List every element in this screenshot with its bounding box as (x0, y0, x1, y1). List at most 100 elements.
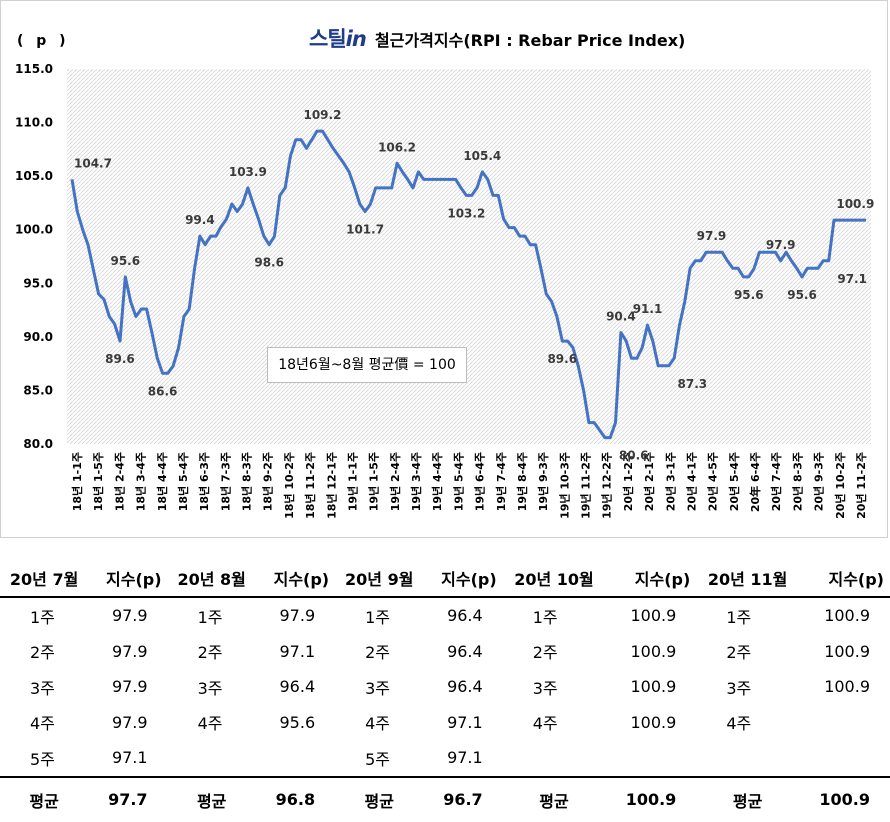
x-tick-label: 18년 12-1주 (324, 452, 338, 519)
index-cell: 100.9 (824, 677, 870, 697)
x-tick-label: 18년 6-3주 (197, 452, 211, 511)
index-cell: 100.9 (630, 712, 677, 732)
index-header: 지수(p) (423, 560, 503, 598)
data-label: 87.3 (678, 377, 708, 391)
week-cell (503, 740, 606, 777)
week-cell: 4주 (726, 714, 752, 734)
data-label: 103.2 (447, 206, 485, 220)
y-axis-unit: ( p ) (17, 33, 70, 49)
week-cell: 4주 (532, 714, 558, 734)
data-label: 97.9 (766, 238, 796, 252)
week-cell: 1주 (726, 607, 752, 627)
y-tick-label: 90.0 (23, 330, 53, 344)
week-cell: 5주 (365, 749, 391, 769)
chart-annotation: 18년6월~8월 평균價 = 100 (267, 347, 467, 383)
week-cell: 4주 (197, 714, 223, 734)
x-tick-label: 20년 5-4주 (727, 452, 741, 511)
data-label: 106.2 (378, 140, 416, 154)
month-header: 20년 10월 (502, 560, 606, 598)
index-cell: 96.4 (447, 641, 483, 661)
table-row: 5주 97.1 5주 97.1 (0, 740, 890, 777)
week-cell: 3주 (30, 678, 55, 698)
x-tick-label: 18년 4-4주 (155, 452, 169, 511)
average-value: 97.7 (88, 775, 168, 822)
week-cell (696, 740, 799, 777)
index-cell: 100.9 (630, 677, 677, 697)
y-tick-label: 110.0 (15, 116, 53, 130)
average-value: 96.7 (423, 775, 503, 822)
month-header: 20년 9월 (335, 560, 424, 598)
index-cell (799, 705, 890, 741)
index-cell: 100.9 (630, 606, 677, 626)
index-header: 지수(p) (88, 560, 168, 598)
week-cell: 3주 (365, 678, 391, 698)
data-label: 100.9 (836, 197, 874, 211)
data-label: 89.6 (105, 352, 135, 366)
x-tick-label: 20년 1-2주 (621, 452, 635, 511)
chart-plot: 80.0 85.0 90.0 95.0 100.0 105.0 110.0 115.0 18년… (15, 62, 874, 519)
x-tick-label: 20년 8-3주 (790, 452, 804, 511)
x-tick-label: 20년 10-2주 (833, 452, 847, 519)
index-cell: 97.9 (111, 677, 148, 697)
week-cell: 2주 (365, 643, 391, 663)
week-cell: 2주 (197, 643, 223, 663)
index-cell: 97.9 (279, 606, 316, 626)
data-label: 109.2 (303, 108, 341, 122)
index-cell: 96.4 (447, 677, 483, 697)
x-tick-label: 19년 12-2주 (600, 452, 614, 519)
average-label: 평균 (335, 775, 424, 822)
x-tick-label: 18년 3-4주 (134, 452, 148, 511)
index-cell: 97.9 (111, 641, 148, 661)
x-tick-label: 19년 8-4주 (515, 452, 529, 511)
index-cell: 96.4 (447, 606, 483, 626)
x-tick-label: 20년 4-1주 (684, 452, 698, 511)
week-cell: 3주 (532, 678, 558, 698)
index-cell (799, 740, 890, 777)
x-tick-label: 18년 5-4주 (176, 452, 190, 511)
month-header: 20년 7월 (0, 560, 89, 598)
week-cell: 4주 (30, 714, 55, 734)
month-header: 20년 8월 (167, 560, 256, 598)
average-label: 평균 (0, 775, 89, 822)
week-cell: 1주 (30, 607, 55, 627)
week-cell: 1주 (532, 607, 558, 627)
index-cell (605, 740, 696, 777)
weekly-index-table: 20년 7월 지수(p) 20년 8월 지수(p) 20년 9월 지수(p) 20년 10월… (0, 560, 890, 822)
x-tick-label: 19년 5-4주 (451, 452, 465, 511)
chart-title: 철근가격지수(RPI : Rebar Price Index) (375, 31, 686, 50)
data-label: 91.1 (633, 302, 663, 316)
x-tick-label: 20년 3-1주 (663, 452, 677, 511)
data-label: 101.7 (346, 223, 384, 237)
x-tick-label: 18년 2-4주 (112, 452, 126, 511)
data-label: 105.4 (463, 149, 501, 163)
y-tick-label: 105.0 (15, 169, 53, 183)
index-cell: 97.1 (447, 712, 483, 732)
data-label: 89.6 (547, 352, 577, 366)
x-tick-label: 20년 4-5주 (706, 452, 720, 511)
x-tick-label: 20년 11-2주 (854, 452, 868, 519)
average-value: 100.9 (798, 775, 890, 822)
plot-area (67, 69, 871, 444)
y-tick-label: 100.0 (15, 223, 53, 237)
table-row: 4주 97.9 4주 95.6 4주 97.1 4주 100.9 4주 (0, 705, 890, 741)
average-label: 평균 (167, 775, 256, 822)
x-tick-label: 19년 11-2주 (579, 452, 593, 519)
week-cell: 2주 (30, 643, 55, 663)
index-cell: 100.9 (824, 606, 870, 626)
average-label: 평균 (696, 775, 799, 822)
brand-logo: 스틸in (309, 27, 367, 51)
index-cell: 95.6 (279, 712, 316, 732)
index-cell: 97.1 (111, 748, 148, 768)
index-cell: 97.9 (111, 712, 148, 732)
x-tick-label: 19년 3-4주 (409, 452, 423, 511)
data-label: 104.7 (74, 156, 112, 170)
x-tick-label: 19년 7-4주 (494, 452, 508, 511)
week-cell: 1주 (197, 607, 223, 627)
average-row: 평균 97.7 평균 96.8 평균 96.7 평균 100.9 평균 100.9 (0, 775, 890, 822)
average-value: 100.9 (605, 775, 697, 822)
chart-container: 80.0 85.0 90.0 95.0 100.0 105.0 110.0 115.0 18년… (0, 0, 888, 538)
index-cell: 100.9 (630, 641, 677, 661)
data-label: 95.6 (787, 288, 817, 302)
index-header: 지수(p) (798, 560, 890, 598)
table-row: 2주 97.9 2주 97.1 2주 96.4 2주 100.9 2주 100.9 (0, 634, 890, 670)
